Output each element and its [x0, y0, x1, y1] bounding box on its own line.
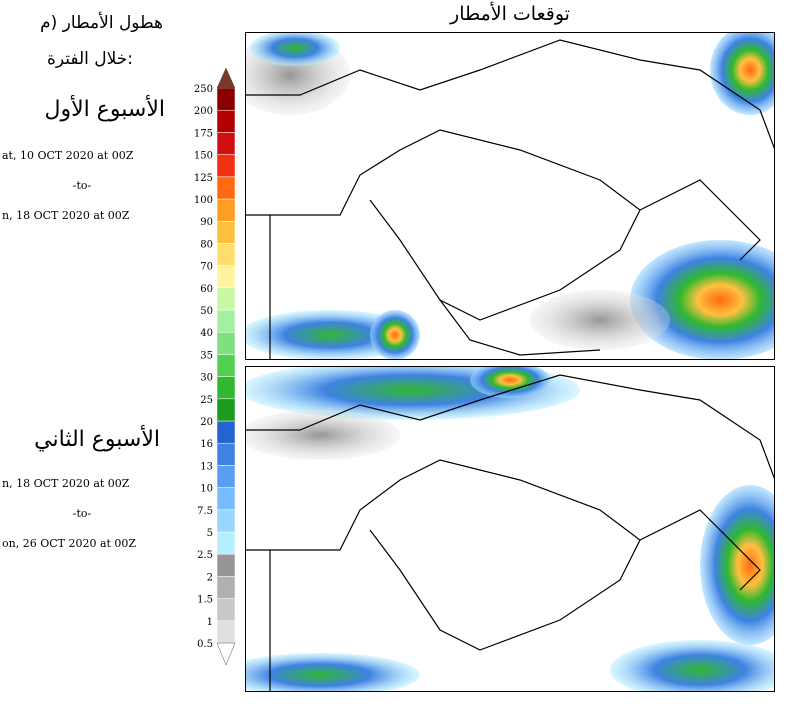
- level-label: 20: [200, 417, 213, 428]
- color-cell: [216, 309, 236, 333]
- level-label: 100: [194, 195, 213, 206]
- level-label: 7.5: [197, 506, 213, 517]
- level-label: 2.5: [197, 550, 213, 561]
- level-label: 13: [200, 461, 213, 472]
- color-cell: [216, 509, 236, 533]
- date: n, 18 OCT 2020 at 00Z: [2, 209, 130, 222]
- color-cell: [216, 354, 236, 377]
- color-cell: [216, 531, 236, 555]
- level-label: 50: [200, 306, 213, 317]
- date: at, 10 OCT 2020 at 00Z: [2, 149, 134, 162]
- level-label: 175: [194, 128, 213, 139]
- map-week1: [245, 32, 775, 360]
- color-cell: [216, 465, 236, 488]
- color-cell: [216, 87, 236, 111]
- level-label: 70: [200, 262, 213, 273]
- level-label: 200: [194, 106, 213, 117]
- caption: هطول الأمطار (م: [40, 12, 163, 33]
- date: on, 26 OCT 2020 at 00Z: [2, 537, 136, 550]
- level-label: 125: [194, 173, 213, 184]
- level-label: 2: [207, 572, 213, 583]
- level-label: 60: [200, 284, 213, 295]
- level-label: 0.5: [197, 639, 213, 650]
- week-name: الأسبوع الأول: [45, 95, 165, 122]
- date-sep: -to-: [73, 507, 92, 520]
- level-label: 90: [200, 217, 213, 228]
- level-label: 35: [200, 350, 213, 361]
- map-week2: [245, 366, 775, 692]
- color-cell: [216, 487, 236, 511]
- color-cell: [216, 287, 236, 311]
- level-label: 1.5: [197, 595, 213, 606]
- color-cell: [216, 442, 236, 466]
- title: توقعات الأمطار: [449, 2, 570, 25]
- color-cell: [216, 553, 236, 577]
- color-cell: [216, 376, 236, 400]
- level-label: 30: [200, 373, 213, 384]
- color-cell: [216, 243, 236, 266]
- level-label: 25: [200, 395, 213, 406]
- date-sep: -to-: [73, 179, 92, 192]
- color-cell: [216, 620, 236, 644]
- color-cell: [216, 265, 236, 289]
- color-cell: [216, 176, 236, 200]
- color-cell: [216, 420, 236, 444]
- under-triangle: [216, 642, 236, 666]
- color-cell: [216, 331, 236, 355]
- week-name: الأسبوع الثاني: [34, 425, 160, 452]
- period-label: خلال الفترة:: [47, 49, 133, 69]
- color-cell: [216, 132, 236, 155]
- level-label: 150: [194, 151, 213, 162]
- level-label: 80: [200, 239, 213, 250]
- over-triangle: [216, 67, 236, 89]
- level-label: 250: [194, 84, 213, 95]
- date: n, 18 OCT 2020 at 00Z: [2, 477, 130, 490]
- color-cell: [216, 154, 236, 178]
- level-label: 16: [200, 439, 213, 450]
- level-label: 40: [200, 328, 213, 339]
- level-label: 10: [200, 484, 213, 495]
- level-label: 1: [207, 617, 213, 628]
- color-cell: [216, 598, 236, 622]
- colorbar: 0.5 1 1.5 2 2.5 5 7.5 10 13 16 20 25 30 35 40 50 60 70 80 9…: [194, 67, 236, 666]
- color-cell: [216, 576, 236, 599]
- color-cell: [216, 398, 236, 422]
- color-cell: [216, 198, 236, 222]
- level-label: 5: [207, 528, 213, 539]
- color-cell: [216, 220, 236, 244]
- color-cell: [216, 109, 236, 133]
